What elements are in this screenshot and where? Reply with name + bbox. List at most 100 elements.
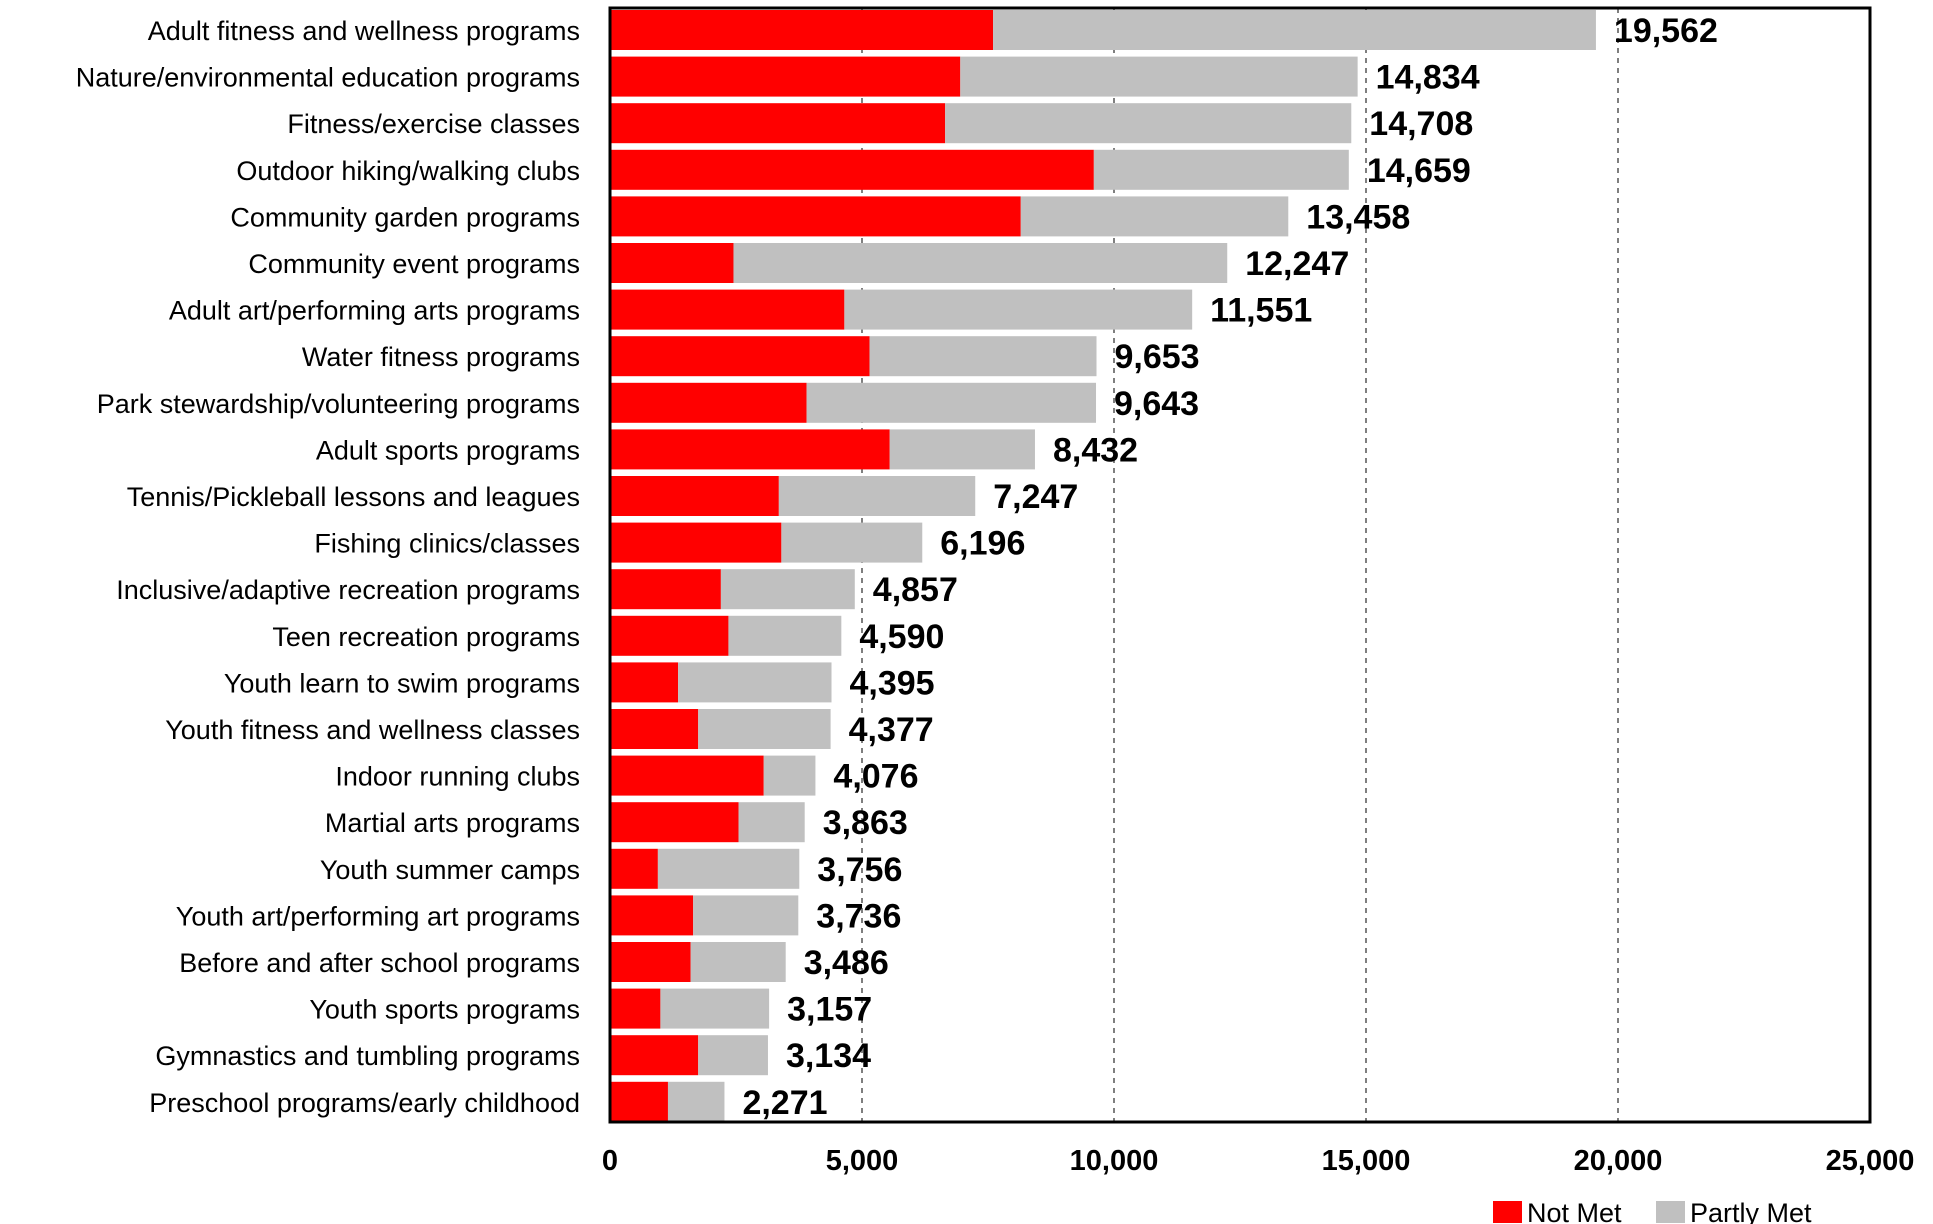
total-value-label: 4,857 [873,571,958,609]
total-value-label: 6,196 [940,525,1025,563]
bar-not-met [610,243,734,283]
bar-not-met [610,196,1021,237]
x-tick-label: 15,000 [1322,1145,1411,1177]
category-label: Outdoor hiking/walking clubs [236,156,580,186]
category-label: Gymnastics and tumbling programs [155,1041,580,1071]
bars [610,10,1596,1122]
bar-partly-met [889,429,1035,470]
category-label: Community event programs [248,249,580,279]
category-label: Indoor running clubs [335,762,580,792]
bar-partly-met [778,476,976,516]
bar-partly-met [728,615,842,656]
bar-not-met [610,103,946,144]
plot-area-border [608,6,1872,1124]
category-label: Inclusive/adaptive recreation programs [116,575,580,605]
bar-not-met [610,755,764,796]
category-label: Preschool programs/early childhood [149,1088,580,1118]
bar-not-met [610,56,961,97]
category-label: Nature/environmental education programs [76,63,580,93]
category-label: Adult fitness and wellness programs [148,16,580,46]
bar-partly-met [844,289,1193,330]
bar-not-met [610,149,1094,190]
bar-not-met [610,662,679,703]
bar-partly-met [698,1035,768,1076]
bar-not-met [610,476,779,516]
total-value-label: 4,590 [859,618,944,656]
bar-not-met [610,802,739,843]
total-value-label: 11,551 [1210,292,1312,330]
bar-partly-met [945,103,1352,144]
total-value-label: 3,863 [823,804,908,842]
total-value-label: 4,076 [833,758,918,796]
total-value-label: 9,643 [1114,385,1199,423]
bar-not-met [610,382,807,423]
x-tick-label: 0 [602,1145,618,1177]
category-label: Fishing clinics/classes [314,529,580,559]
bar-partly-met [993,10,1596,50]
category-label: Before and after school programs [179,948,580,978]
category-label: Youth sports programs [309,995,580,1025]
category-label: Community garden programs [230,202,580,232]
bar-partly-met [733,243,1228,283]
category-label: Youth learn to swim programs [224,668,580,698]
total-value-label: 3,736 [816,897,901,935]
total-value-label: 3,134 [786,1037,871,1075]
bar-not-met [610,289,845,330]
bar-partly-met [660,988,770,1029]
total-value-label: 2,271 [742,1084,827,1122]
category-label: Youth fitness and wellness classes [165,715,580,745]
category-label: Youth summer camps [320,855,580,885]
category-label: Adult sports programs [316,435,580,465]
legend-label-not-met: Not Met [1527,1198,1622,1224]
category-label: Tennis/Pickleball lessons and leagues [127,482,580,512]
total-value-label: 14,659 [1367,152,1471,190]
total-value-label: 4,377 [849,711,934,749]
bar-not-met [610,1081,668,1122]
category-label: Water fitness programs [302,342,580,372]
total-value-label: 3,486 [804,944,889,982]
category-label: Teen recreation programs [272,622,580,652]
total-value-label: 19,562 [1614,12,1718,50]
bar-partly-met [806,382,1097,423]
total-value-label: 13,458 [1306,198,1410,236]
total-value-label: 9,653 [1115,338,1200,376]
bar-not-met [610,429,890,470]
total-value-label: 12,247 [1245,245,1349,283]
legend-label-partly-met: Partly Met [1690,1198,1812,1224]
total-value-label: 4,395 [850,664,935,702]
bar-partly-met [763,755,816,796]
x-tick-label: 10,000 [1070,1145,1159,1177]
total-value-label: 3,756 [817,851,902,889]
total-value-label: 7,247 [993,478,1078,516]
bar-not-met [610,615,729,656]
total-value-label: 14,834 [1376,59,1480,97]
legend-swatch-partly-met [1656,1201,1685,1223]
bar-partly-met [698,709,831,749]
x-tick-label: 20,000 [1574,1145,1663,1177]
category-label: Youth art/performing art programs [176,901,580,931]
bar-partly-met [678,662,832,703]
bar-partly-met [1020,196,1289,237]
total-value-label: 14,708 [1369,105,1473,143]
bar-not-met [610,988,661,1029]
x-tick-label: 5,000 [826,1145,899,1177]
bar-partly-met [960,56,1358,97]
category-label: Fitness/exercise classes [287,109,580,139]
bar-partly-met [657,848,800,889]
bar-partly-met [720,569,855,610]
x-axis-tick-labels: 0 5,000 10,000 15,000 20,000 25,000 [602,1145,1914,1177]
bar-not-met [610,848,658,889]
bar-not-met [610,10,994,50]
bar-not-met [610,709,699,749]
bar-partly-met [869,336,1097,377]
bar-not-met [610,1035,699,1076]
bar-partly-met [1093,149,1349,190]
legend: Not Met Partly Met [1493,1198,1812,1224]
bar-partly-met [738,802,805,843]
legend-swatch-not-met [1493,1201,1522,1223]
bar-partly-met [781,522,923,563]
category-label: Park stewardship/volunteering programs [97,389,580,419]
bar-not-met [610,336,870,377]
total-value-label: 3,157 [787,991,872,1029]
